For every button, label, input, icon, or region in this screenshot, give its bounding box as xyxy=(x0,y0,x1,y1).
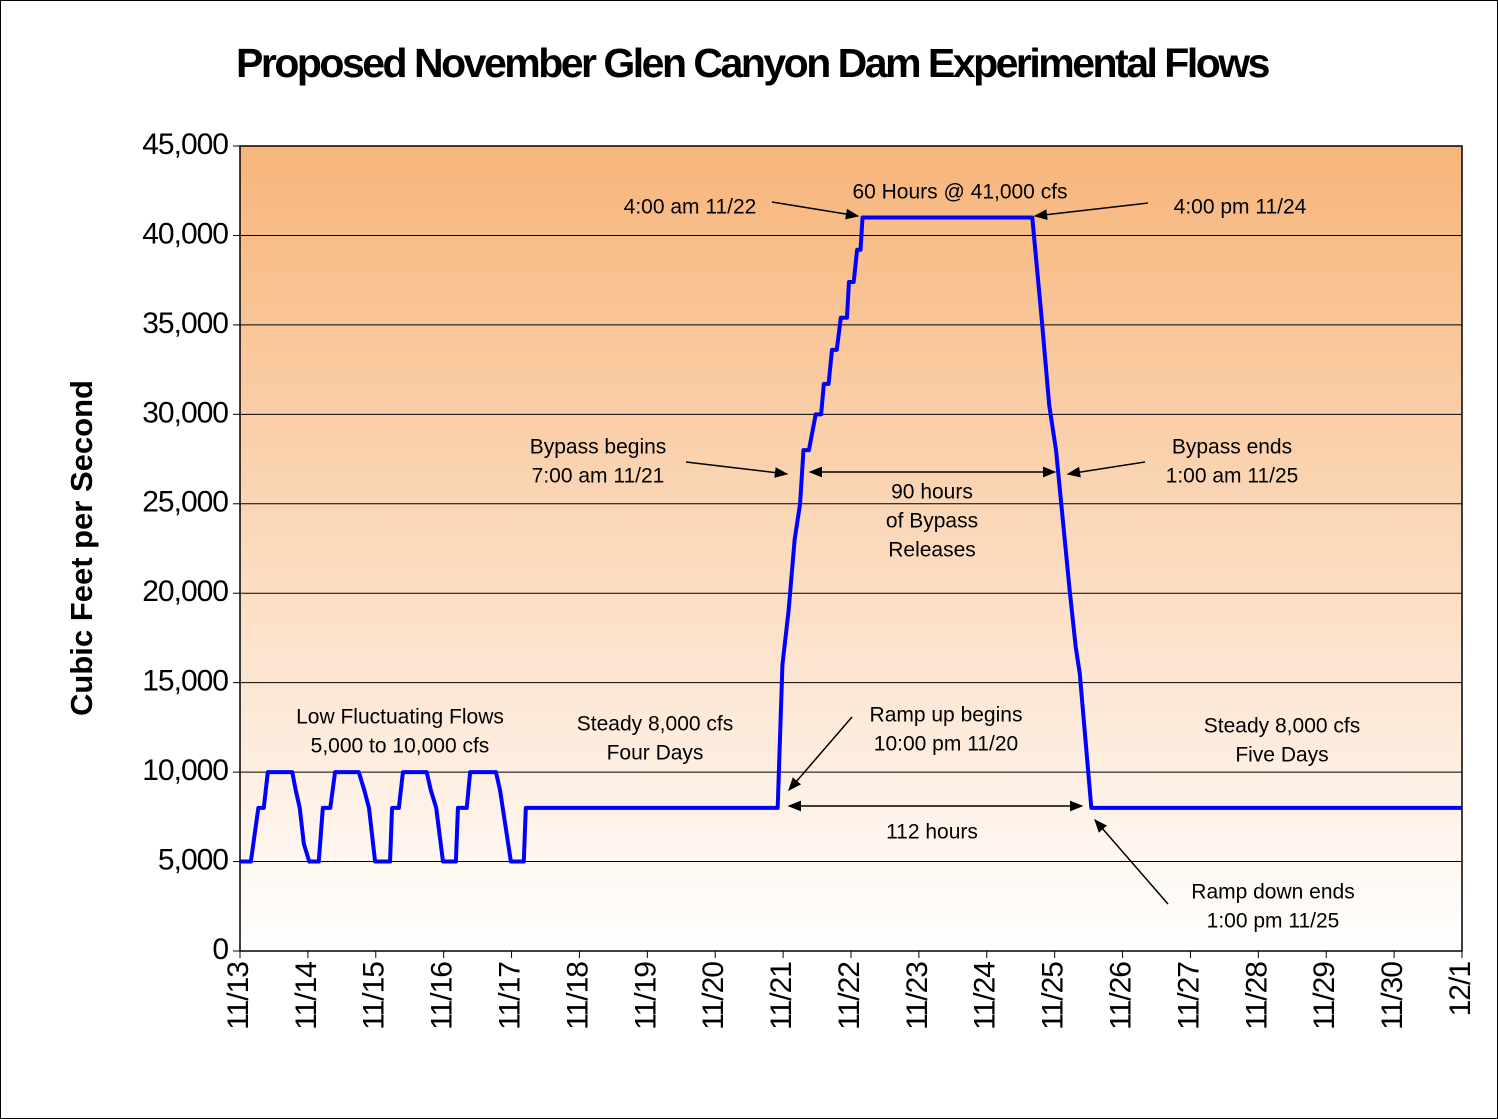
x-tick-label: 11/18 xyxy=(561,962,594,1030)
annotation: Five Days xyxy=(1235,744,1328,767)
x-tick-label: 11/22 xyxy=(833,962,866,1030)
x-tick-label: 11/29 xyxy=(1308,962,1341,1030)
annotation: Releases xyxy=(888,539,976,562)
x-tick-label: 11/24 xyxy=(969,962,1002,1030)
annotation: 112 hours xyxy=(886,821,978,844)
x-tick-label: 11/15 xyxy=(358,962,391,1030)
y-axis-label: Cubic Feet per Second xyxy=(64,380,99,716)
x-tick-label: 11/21 xyxy=(765,962,798,1030)
x-tick-label: 11/25 xyxy=(1037,962,1070,1030)
y-tick-label: 20,000 xyxy=(142,575,228,608)
annotation: 4:00 pm 11/24 xyxy=(1174,196,1307,219)
arrow xyxy=(685,461,789,478)
x-tick-label: 11/28 xyxy=(1240,962,1273,1030)
x-tick-label: 12/1 xyxy=(1444,962,1477,1017)
y-tick-label: 25,000 xyxy=(142,486,228,519)
x-tick-label: 11/19 xyxy=(629,962,662,1030)
annotation: 1:00 pm 11/25 xyxy=(1207,910,1340,933)
y-tick-label: 35,000 xyxy=(142,307,228,340)
x-tick-label: 11/14 xyxy=(290,962,323,1030)
annotation: Low Fluctuating Flows xyxy=(296,706,504,729)
x-tick-label: 11/16 xyxy=(426,962,459,1030)
annotation: Steady 8,000 cfs xyxy=(1204,715,1360,738)
annotation: 7:00 am 11/21 xyxy=(532,465,665,488)
arrow xyxy=(788,716,853,792)
annotation: 4:00 am 11/22 xyxy=(624,196,757,219)
arrows xyxy=(685,201,1169,905)
annotation: 1:00 am 11/25 xyxy=(1166,465,1299,488)
annotation: of Bypass xyxy=(886,510,978,533)
x-tick-label: 11/13 xyxy=(222,962,255,1030)
arrow xyxy=(1033,202,1149,220)
plot-area xyxy=(240,146,1462,951)
arrow xyxy=(1066,461,1146,478)
annotation: 60 Hours @ 41,000 cfs xyxy=(852,181,1067,204)
y-tick-label: 5,000 xyxy=(158,843,228,876)
y-tick-label: 10,000 xyxy=(142,754,228,787)
y-tick-label: 40,000 xyxy=(142,217,228,250)
annotation: 90 hours xyxy=(891,481,973,504)
x-tick-label: 11/20 xyxy=(697,962,730,1030)
annotation: Ramp up begins xyxy=(870,704,1023,727)
chart-title: Proposed November Glen Canyon Dam Experi… xyxy=(236,40,1270,86)
annotation: Bypass begins xyxy=(530,436,667,459)
x-tick-label: 11/23 xyxy=(901,962,934,1030)
annotation: Steady 8,000 cfs xyxy=(577,713,733,736)
x-tick-label: 11/27 xyxy=(1172,962,1205,1030)
y-tick-label: 30,000 xyxy=(142,396,228,429)
arrow xyxy=(1094,818,1169,905)
y-tick-label: 45,000 xyxy=(142,128,228,161)
y-tick-label: 15,000 xyxy=(142,665,228,698)
annotation: 10:00 pm 11/20 xyxy=(874,733,1018,756)
x-tick-label: 11/17 xyxy=(493,962,526,1030)
annotation: Ramp down ends xyxy=(1191,881,1354,904)
x-tick-label: 11/26 xyxy=(1104,962,1137,1030)
x-tick-label: 11/30 xyxy=(1376,962,1409,1030)
flow-line xyxy=(240,215,1462,864)
annotation: Four Days xyxy=(607,742,704,765)
annotation: Bypass ends xyxy=(1172,436,1292,459)
annotation: 5,000 to 10,000 cfs xyxy=(311,735,490,758)
arrow xyxy=(771,201,860,220)
y-tick-label: 0 xyxy=(212,933,228,966)
